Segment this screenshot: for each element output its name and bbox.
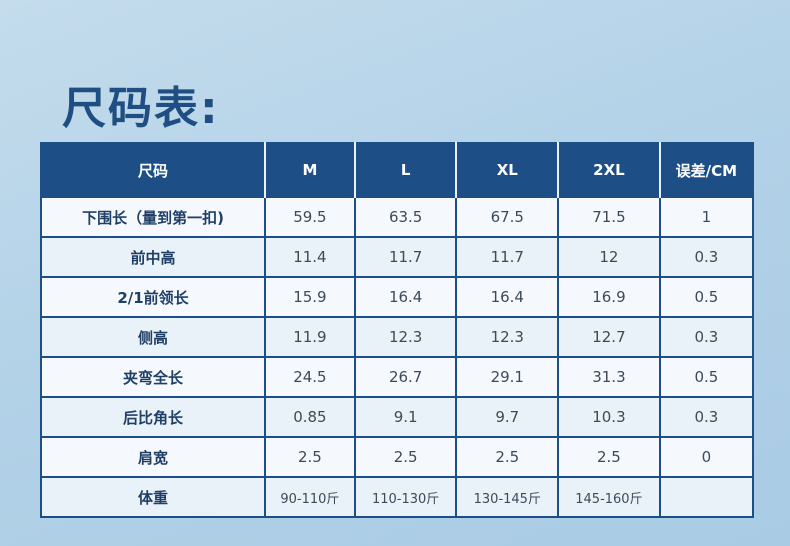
table-cell: 11.7 [455, 236, 559, 277]
header-l: L [353, 143, 457, 197]
table-cell: 24.5 [264, 356, 355, 397]
table-cell: 12.7 [557, 316, 660, 357]
table-cell: 11.7 [353, 236, 457, 277]
row-label: 下围长（量到第一扣) [41, 196, 265, 237]
table-cell: 0.3 [658, 316, 753, 357]
header-xl: XL [455, 143, 559, 197]
table-cell: 0.85 [264, 396, 355, 437]
table-cell: 26.7 [353, 356, 457, 397]
table-cell: 16.4 [455, 276, 559, 317]
table-cell: 12.3 [455, 316, 559, 357]
table-cell: 110-130斤 [353, 476, 457, 517]
row-label: 前中高 [41, 236, 265, 277]
row-label: 肩宽 [41, 436, 265, 477]
table-row: 体重 90-110斤 110-130斤 130-145斤 145-160斤 [41, 476, 753, 517]
table-cell [658, 476, 753, 517]
table-row: 下围长（量到第一扣) 59.5 63.5 67.5 71.5 1 [41, 196, 753, 237]
table-row: 后比角长 0.85 9.1 9.7 10.3 0.3 [41, 396, 753, 437]
table-cell: 2.5 [264, 436, 355, 477]
page-title: 尺码表: [62, 83, 220, 134]
table-row: 前中高 11.4 11.7 11.7 12 0.3 [41, 236, 753, 277]
header-size: 尺码 [41, 143, 265, 197]
table-cell: 31.3 [557, 356, 660, 397]
table-cell: 71.5 [557, 196, 660, 237]
table-cell: 0.3 [658, 396, 753, 437]
table-cell: 16.9 [557, 276, 660, 317]
table-row: 侧高 11.9 12.3 12.3 12.7 0.3 [41, 316, 753, 357]
table-cell: 15.9 [264, 276, 355, 317]
table-cell: 9.1 [353, 396, 457, 437]
table-cell: 0 [658, 436, 753, 477]
header-tolerance: 误差/CM [658, 143, 753, 197]
row-label: 侧高 [41, 316, 265, 357]
header-2xl: 2XL [557, 143, 660, 197]
table-cell: 0.3 [658, 236, 753, 277]
table-cell: 59.5 [264, 196, 355, 237]
table-header-row: 尺码 M L XL 2XL 误差/CM [41, 143, 753, 197]
table-cell: 12 [557, 236, 660, 277]
table-cell: 11.9 [264, 316, 355, 357]
table-cell: 16.4 [353, 276, 457, 317]
table-row: 肩宽 2.5 2.5 2.5 2.5 0 [41, 436, 753, 477]
size-chart-table: 尺码 M L XL 2XL 误差/CM 下围长（量到第一扣) 59.5 63.5… [40, 142, 754, 518]
table-cell: 145-160斤 [557, 476, 660, 517]
table-cell: 11.4 [264, 236, 355, 277]
table-cell: 63.5 [353, 196, 457, 237]
table-cell: 90-110斤 [264, 476, 355, 517]
table-cell: 67.5 [455, 196, 559, 237]
table-cell: 2.5 [455, 436, 559, 477]
table-cell: 10.3 [557, 396, 660, 437]
table-cell: 0.5 [658, 356, 753, 397]
row-label: 夹弯全长 [41, 356, 265, 397]
table-cell: 2.5 [353, 436, 457, 477]
table-cell: 9.7 [455, 396, 559, 437]
table-cell: 12.3 [353, 316, 457, 357]
row-label: 2/1前领长 [41, 276, 265, 317]
table-cell: 29.1 [455, 356, 559, 397]
header-m: M [264, 143, 355, 197]
row-label: 体重 [41, 476, 265, 517]
table-cell: 0.5 [658, 276, 753, 317]
table-cell: 130-145斤 [455, 476, 559, 517]
table-row: 2/1前领长 15.9 16.4 16.4 16.9 0.5 [41, 276, 753, 317]
row-label: 后比角长 [41, 396, 265, 437]
table-row: 夹弯全长 24.5 26.7 29.1 31.3 0.5 [41, 356, 753, 397]
table-cell: 1 [658, 196, 753, 237]
table-cell: 2.5 [557, 436, 660, 477]
